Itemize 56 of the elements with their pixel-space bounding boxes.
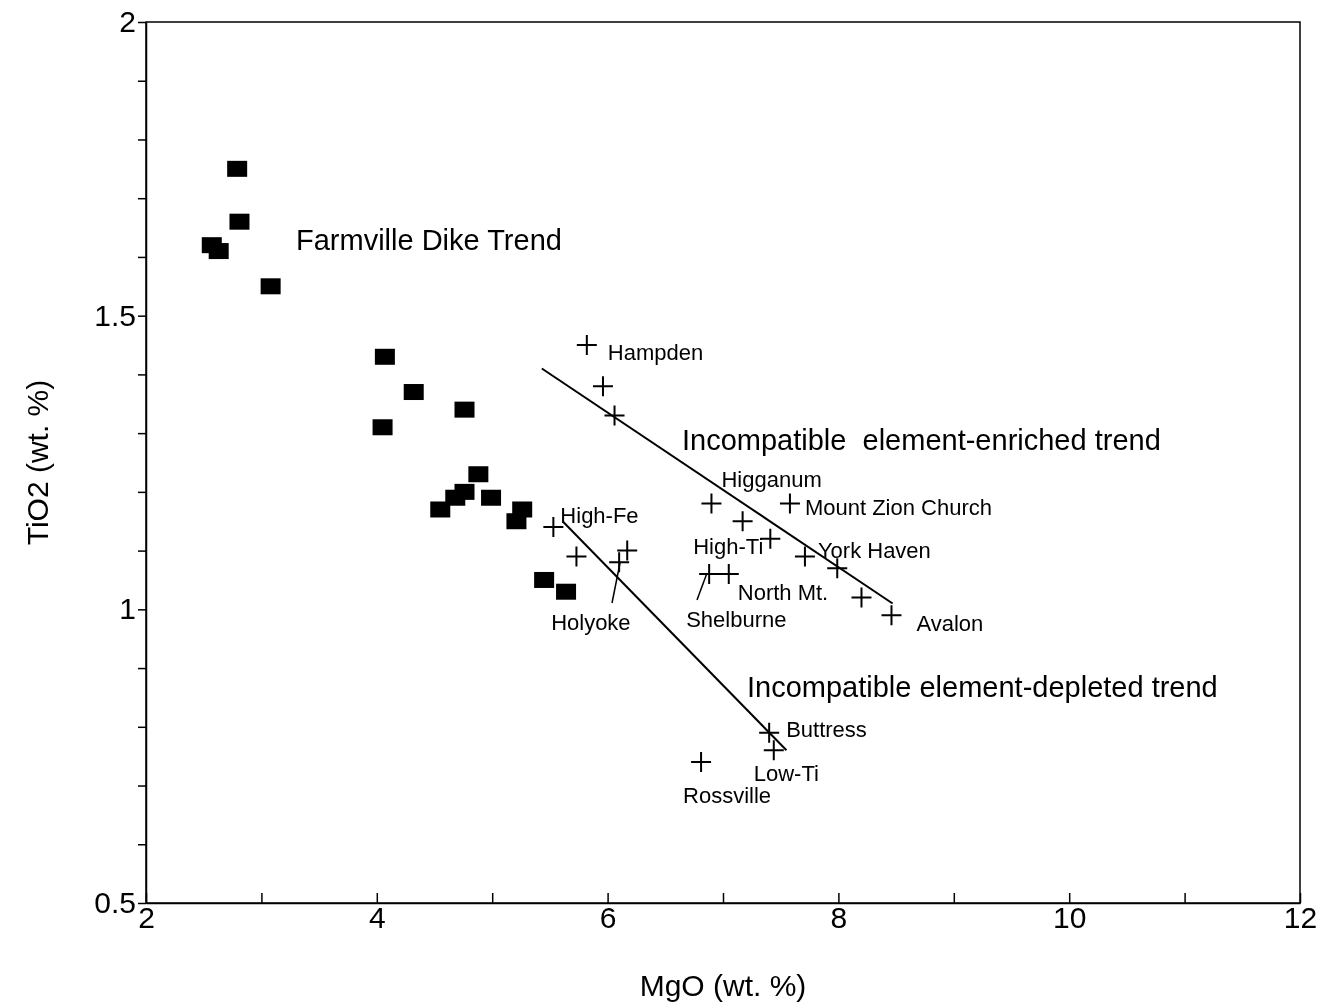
point (690, 751, 713, 774)
y-tick-label: 1 (119, 592, 136, 626)
point (512, 501, 533, 518)
annotation: North Mt. (737, 579, 829, 605)
annotation: Higganum (721, 467, 822, 493)
x-tick-label: 10 (1053, 901, 1087, 935)
point (430, 501, 451, 518)
y-tick-label: 2 (119, 5, 136, 39)
annotation: High-Ti (693, 533, 764, 559)
y-tick-label: 1.5 (94, 298, 136, 332)
point (481, 489, 502, 506)
point (731, 510, 754, 533)
point (534, 571, 555, 588)
point (603, 404, 626, 427)
point (826, 557, 849, 580)
annotation: Mount Zion Church (804, 495, 993, 521)
annotation: York Haven (817, 538, 931, 564)
annotation: Holyoke (551, 610, 631, 636)
point (591, 375, 614, 398)
point (793, 545, 816, 568)
annotation: Farmville Dike Trend (296, 224, 562, 257)
annotation: Incompatible element-depleted trend (747, 671, 1218, 704)
point (565, 545, 588, 568)
point (616, 539, 639, 562)
point (850, 586, 873, 609)
point (880, 604, 903, 627)
annotation: Incompatible element-enriched trend (682, 424, 1161, 457)
x-tick-label: 12 (1283, 901, 1318, 935)
annotation: Hampden (607, 339, 704, 365)
point (227, 160, 248, 177)
point (454, 401, 475, 418)
annotation: Shelburne (686, 606, 787, 632)
point (575, 334, 598, 357)
point (778, 492, 801, 515)
point (700, 492, 723, 515)
point (372, 419, 393, 436)
point (468, 466, 489, 483)
point (374, 348, 395, 365)
annotation: Buttress (786, 717, 867, 743)
annotation: Avalon (916, 610, 984, 636)
point (608, 551, 631, 574)
annotation: High-Fe (560, 502, 639, 528)
y-tick-label: 0.5 (94, 886, 136, 920)
x-tick-label: 4 (368, 901, 386, 935)
point (698, 563, 721, 586)
x-tick-label: 8 (830, 901, 848, 935)
x-axis-title: MgO (wt. %) (639, 969, 807, 1002)
x-tick-label: 6 (599, 901, 617, 935)
y-axis-title: TiO2 (wt. %) (21, 379, 54, 546)
point (717, 563, 740, 586)
point (229, 213, 250, 230)
point (762, 739, 785, 762)
point (260, 278, 281, 295)
point (556, 583, 577, 600)
point (758, 721, 781, 744)
point (403, 384, 424, 401)
